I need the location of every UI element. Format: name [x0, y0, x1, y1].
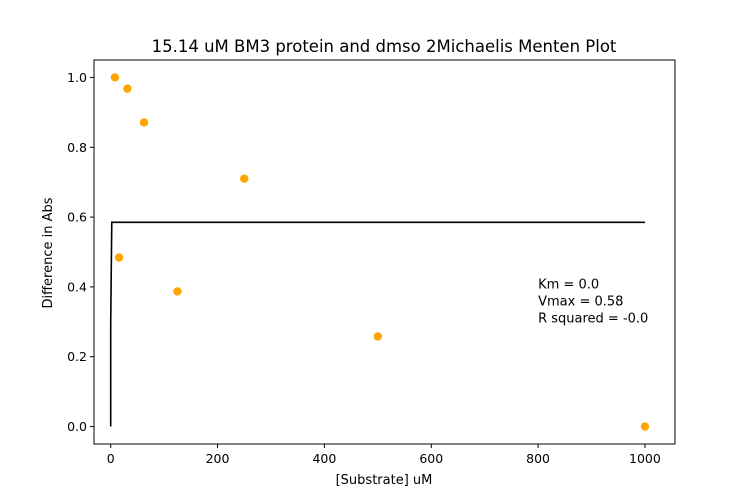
fit-curve-line	[109, 221, 645, 427]
x-tick-label: 0	[107, 451, 115, 466]
fit-annotation: Km = 0.0 Vmax = 0.58 R squared = -0.0	[538, 278, 648, 327]
data-point	[173, 287, 182, 296]
data-point	[373, 332, 383, 341]
x-tick-label: 1000	[629, 451, 661, 466]
data-point	[139, 118, 149, 127]
annotation-line: Km = 0.0	[538, 278, 599, 293]
y-tick-label: 0.4	[67, 279, 87, 294]
x-axis-label: [Substrate] uM	[336, 473, 433, 488]
plot-area	[93, 59, 676, 445]
x-tick-label: 600	[419, 451, 443, 466]
x-axis-ticks: 0 200 400 600 800 1000	[107, 444, 661, 466]
y-tick-label: 0.0	[67, 419, 87, 434]
annotation-line: R squared = -0.0	[538, 312, 648, 327]
fit-curve-layer	[109, 221, 645, 427]
y-tick-label: 0.8	[67, 140, 87, 155]
annotation-line: Vmax = 0.58	[538, 295, 623, 310]
data-point	[114, 253, 124, 262]
data-points-layer	[110, 73, 650, 431]
data-point	[240, 174, 249, 183]
data-point	[640, 422, 650, 431]
y-tick-label: 1.0	[67, 70, 87, 85]
x-tick-label: 400	[312, 451, 336, 466]
data-point	[123, 84, 132, 93]
y-tick-label: 0.2	[67, 349, 87, 364]
y-axis-ticks: 0.0 0.2 0.4 0.6 0.8 1.0	[67, 70, 94, 434]
plot-frame	[93, 59, 676, 445]
y-tick-label: 0.6	[67, 210, 87, 225]
data-point	[110, 73, 120, 82]
chart-title: 15.14 uM BM3 protein and dmso 2Michaelis…	[152, 37, 617, 56]
x-tick-label: 800	[526, 451, 550, 466]
y-axis-label: Difference in Abs	[41, 197, 56, 308]
x-tick-label: 200	[206, 451, 230, 466]
